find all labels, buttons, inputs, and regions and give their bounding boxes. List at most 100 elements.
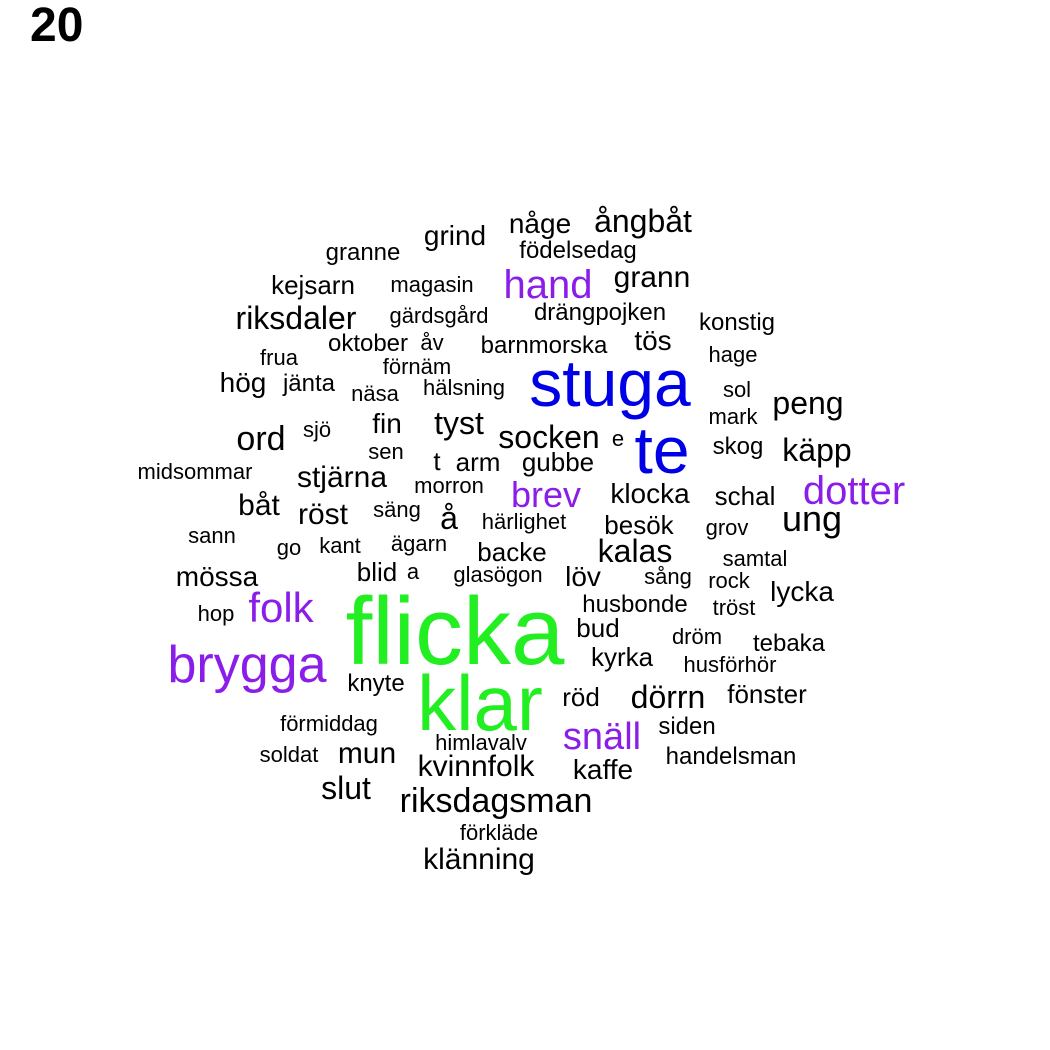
cloud-word-frua: frua bbox=[260, 345, 298, 370]
cloud-word-ägarn: ägarn bbox=[390, 531, 448, 556]
cloud-word-tebaka: tebaka bbox=[752, 630, 826, 657]
cloud-word-husbonde: husbonde bbox=[582, 591, 688, 618]
cloud-word-hög: hög bbox=[219, 367, 267, 398]
cloud-word-tyst: tyst bbox=[434, 405, 484, 441]
cloud-word-go: go bbox=[276, 535, 302, 560]
cloud-word-siden: siden bbox=[658, 713, 716, 740]
cloud-word-konstig: konstig bbox=[698, 309, 776, 336]
cloud-word-klar: klar bbox=[417, 659, 543, 747]
cloud-word-glasögon: glasögon bbox=[453, 562, 543, 587]
cloud-word-barnmorska: barnmorska bbox=[480, 332, 608, 359]
cloud-word-mun: mun bbox=[337, 737, 397, 770]
cloud-word-backe: backe bbox=[477, 537, 547, 567]
cloud-word-grov: grov bbox=[705, 515, 749, 540]
cloud-word-grind: grind bbox=[423, 220, 487, 251]
cloud-word-gubbe: gubbe bbox=[521, 447, 595, 477]
cloud-word-lycka: lycka bbox=[770, 576, 834, 607]
cloud-word-sen: sen bbox=[368, 439, 404, 464]
cloud-word-drängpojken: drängpojken bbox=[533, 299, 667, 326]
cloud-word-t: t bbox=[433, 446, 441, 476]
cloud-word-te: te bbox=[634, 413, 690, 487]
cloud-word-dröm: dröm bbox=[671, 624, 723, 649]
panel-label: 20 bbox=[30, 0, 84, 52]
cloud-word-fönster: fönster bbox=[727, 679, 807, 709]
cloud-word-kejsarn: kejsarn bbox=[271, 270, 355, 300]
cloud-word-arm: arm bbox=[455, 447, 501, 477]
cloud-word-hand: hand bbox=[503, 263, 593, 307]
cloud-word-himlavalv: himlavalv bbox=[435, 730, 527, 755]
cloud-word-folk: folk bbox=[248, 584, 314, 631]
cloud-word-jänta: jänta bbox=[282, 370, 336, 397]
cloud-word-någe: någe bbox=[508, 208, 572, 239]
cloud-word-klocka: klocka bbox=[610, 478, 690, 509]
cloud-word-slut: slut bbox=[321, 770, 371, 806]
cloud-word-grann: grann bbox=[613, 261, 691, 294]
cloud-word-oktober: oktober bbox=[327, 330, 409, 357]
cloud-word-brev: brev bbox=[510, 474, 582, 515]
cloud-word-magasin: magasin bbox=[390, 272, 474, 297]
cloud-word-snäll: snäll bbox=[562, 716, 642, 758]
cloud-word-förmiddag: förmiddag bbox=[280, 711, 378, 736]
cloud-word-schal: schal bbox=[714, 481, 776, 511]
cloud-word-soldat: soldat bbox=[259, 742, 319, 767]
cloud-word-förkläde: förkläde bbox=[459, 820, 539, 845]
cloud-word-samtal: samtal bbox=[722, 546, 788, 571]
cloud-word-härlighet: härlighet bbox=[481, 509, 567, 534]
cloud-word-födelsedag: födelsedag bbox=[519, 237, 637, 264]
cloud-word-mark: mark bbox=[708, 404, 758, 429]
cloud-word-klänning: klänning bbox=[423, 843, 535, 876]
cloud-word-mössa: mössa bbox=[175, 561, 259, 592]
cloud-word-kaffe: kaffe bbox=[572, 754, 634, 785]
cloud-word-hop: hop bbox=[197, 601, 235, 626]
cloud-word-förnäm: förnäm bbox=[382, 354, 452, 379]
cloud-word-dörrn: dörrn bbox=[630, 679, 706, 715]
cloud-word-socken: socken bbox=[498, 419, 600, 455]
cloud-word-röst: röst bbox=[297, 498, 349, 531]
cloud-word-handelsman: handelsman bbox=[665, 743, 797, 770]
cloud-word-kyrka: kyrka bbox=[590, 642, 654, 672]
cloud-word-peng: peng bbox=[772, 385, 844, 421]
cloud-word-riksdagsman: riksdagsman bbox=[399, 782, 593, 820]
cloud-word-ord: ord bbox=[236, 420, 286, 458]
cloud-word-husförhör: husförhör bbox=[683, 652, 777, 677]
cloud-word-näsa: näsa bbox=[351, 381, 399, 406]
cloud-word-skog: skog bbox=[712, 433, 764, 460]
cloud-word-riksdaler: riksdaler bbox=[235, 300, 357, 336]
cloud-word-sjö: sjö bbox=[302, 417, 332, 442]
cloud-word-käpp: käpp bbox=[782, 432, 852, 468]
cloud-word-blid: blid bbox=[356, 557, 398, 587]
cloud-word-hälsning: hälsning bbox=[423, 375, 505, 400]
cloud-word-stjärna: stjärna bbox=[296, 461, 388, 494]
cloud-word-å: å bbox=[440, 500, 458, 536]
cloud-word-tös: tös bbox=[634, 325, 672, 356]
cloud-word-kalas: kalas bbox=[597, 533, 673, 569]
cloud-word-midsommar: midsommar bbox=[137, 459, 253, 484]
cloud-word-rock: rock bbox=[708, 568, 750, 593]
cloud-word-besök: besök bbox=[604, 510, 674, 540]
cloud-word-knyte: knyte bbox=[347, 670, 405, 697]
cloud-word-dotter: dotter bbox=[802, 469, 906, 513]
cloud-word-morron: morron bbox=[414, 473, 484, 498]
cloud-word-kvinnfolk: kvinnfolk bbox=[417, 750, 535, 783]
cloud-word-sång: sång bbox=[644, 564, 692, 589]
cloud-word-båt: båt bbox=[238, 489, 280, 522]
cloud-word-kant: kant bbox=[319, 533, 361, 558]
cloud-word-säng: säng bbox=[373, 497, 421, 522]
cloud-word-hage: hage bbox=[708, 342, 758, 367]
cloud-word-röd: röd bbox=[562, 682, 600, 712]
cloud-word-brygga: brygga bbox=[167, 636, 327, 694]
cloud-word-ångbåt: ångbåt bbox=[594, 203, 692, 239]
cloud-word-löv: löv bbox=[565, 561, 601, 592]
cloud-word-granne: granne bbox=[325, 239, 401, 266]
cloud-word-a: a bbox=[406, 559, 420, 584]
cloud-word-stuga: stuga bbox=[529, 346, 691, 420]
cloud-word-åv: åv bbox=[420, 330, 444, 355]
cloud-word-sol: sol bbox=[722, 377, 752, 402]
cloud-word-sann: sann bbox=[188, 523, 236, 548]
cloud-word-gärdsgård: gärdsgård bbox=[389, 303, 489, 328]
cloud-word-flicka: flicka bbox=[345, 578, 565, 685]
cloud-word-ung: ung bbox=[781, 498, 843, 539]
cloud-word-tröst: tröst bbox=[712, 595, 756, 620]
cloud-word-fin: fin bbox=[372, 408, 402, 439]
